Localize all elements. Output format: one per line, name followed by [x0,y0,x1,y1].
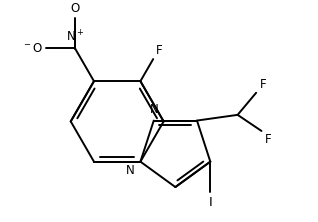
Text: N: N [126,165,135,177]
Text: N: N [149,103,158,116]
Text: F: F [259,78,266,91]
Text: F: F [156,44,162,57]
Text: O: O [70,2,80,15]
Text: I: I [208,196,212,209]
Text: F: F [265,133,271,146]
Text: N$^+$: N$^+$ [66,30,84,45]
Text: $^-$O: $^-$O [22,42,43,55]
